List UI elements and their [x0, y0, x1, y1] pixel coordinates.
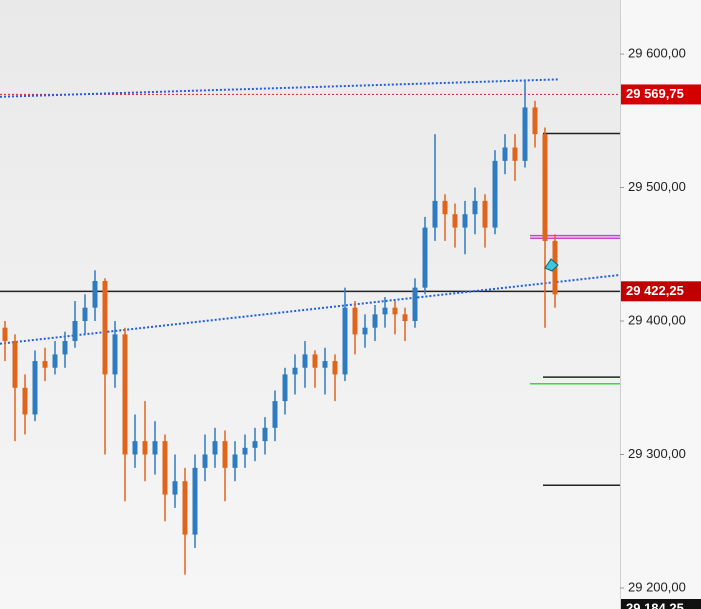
candle-body	[132, 441, 138, 455]
candle-body	[312, 354, 318, 368]
candle-body	[242, 447, 248, 455]
candle-body	[472, 200, 478, 215]
candle-body	[272, 401, 278, 428]
candle-body	[212, 441, 218, 455]
candle-body	[202, 454, 208, 468]
candle-body	[462, 214, 468, 228]
candle-body	[522, 107, 528, 161]
candle-body	[22, 387, 28, 415]
candle-body	[122, 334, 128, 455]
candle-body	[2, 327, 8, 342]
candle-body	[182, 481, 188, 535]
candle-body	[42, 361, 48, 368]
candle-body	[222, 441, 228, 468]
price-label-box	[621, 599, 701, 609]
price-label: 29 184,25	[626, 600, 684, 609]
candle-body	[292, 367, 298, 375]
candle-body	[362, 327, 368, 335]
candle-body	[112, 334, 118, 375]
candle-body	[232, 454, 238, 468]
y-tick-label: 29 600,00	[628, 45, 686, 60]
candle-body	[282, 374, 288, 402]
candle-body	[32, 361, 38, 415]
candle-body	[92, 280, 98, 308]
candle-body	[372, 314, 378, 328]
candle-body	[262, 427, 268, 442]
price-label-box	[621, 281, 701, 302]
price-label-box	[621, 84, 701, 105]
price-label: 29 569,75	[626, 86, 684, 101]
y-tick-label: 29 300,00	[628, 446, 686, 461]
trendline	[0, 78, 559, 98]
candle-body	[142, 441, 148, 455]
position-marker	[544, 258, 559, 272]
price-label: 29 422,25	[626, 283, 684, 298]
candle-body	[62, 341, 68, 355]
y-tick-label: 29 200,00	[628, 579, 686, 594]
candle-body	[382, 307, 388, 315]
candle-body	[542, 134, 548, 241]
candle-body	[322, 361, 328, 368]
candle-body	[442, 200, 448, 215]
candle-body	[492, 160, 498, 228]
candle-body	[102, 280, 108, 375]
candle-body	[482, 200, 488, 228]
candle-body	[392, 307, 398, 315]
candle-body	[302, 354, 308, 368]
candle-body	[342, 307, 348, 375]
y-tick-label: 29 400,00	[628, 312, 686, 327]
candle-body	[52, 354, 58, 368]
y-tick-label: 29 500,00	[628, 179, 686, 194]
candle-body	[82, 307, 88, 322]
candle-body	[252, 441, 258, 448]
candle-body	[72, 321, 78, 342]
candle-body	[452, 214, 458, 228]
candle-body	[332, 361, 338, 375]
candle-body	[422, 227, 428, 288]
candle-body	[432, 200, 438, 228]
candle-body	[512, 147, 518, 161]
candle-body	[192, 467, 198, 535]
candle-body	[172, 481, 178, 495]
candle-body	[162, 441, 168, 495]
candle-body	[152, 441, 158, 455]
candle-body	[412, 287, 418, 322]
candle-body	[352, 307, 358, 335]
candle-body	[502, 147, 508, 161]
candle-body	[532, 107, 538, 135]
candle-body	[402, 314, 408, 322]
candle-body	[12, 341, 18, 388]
